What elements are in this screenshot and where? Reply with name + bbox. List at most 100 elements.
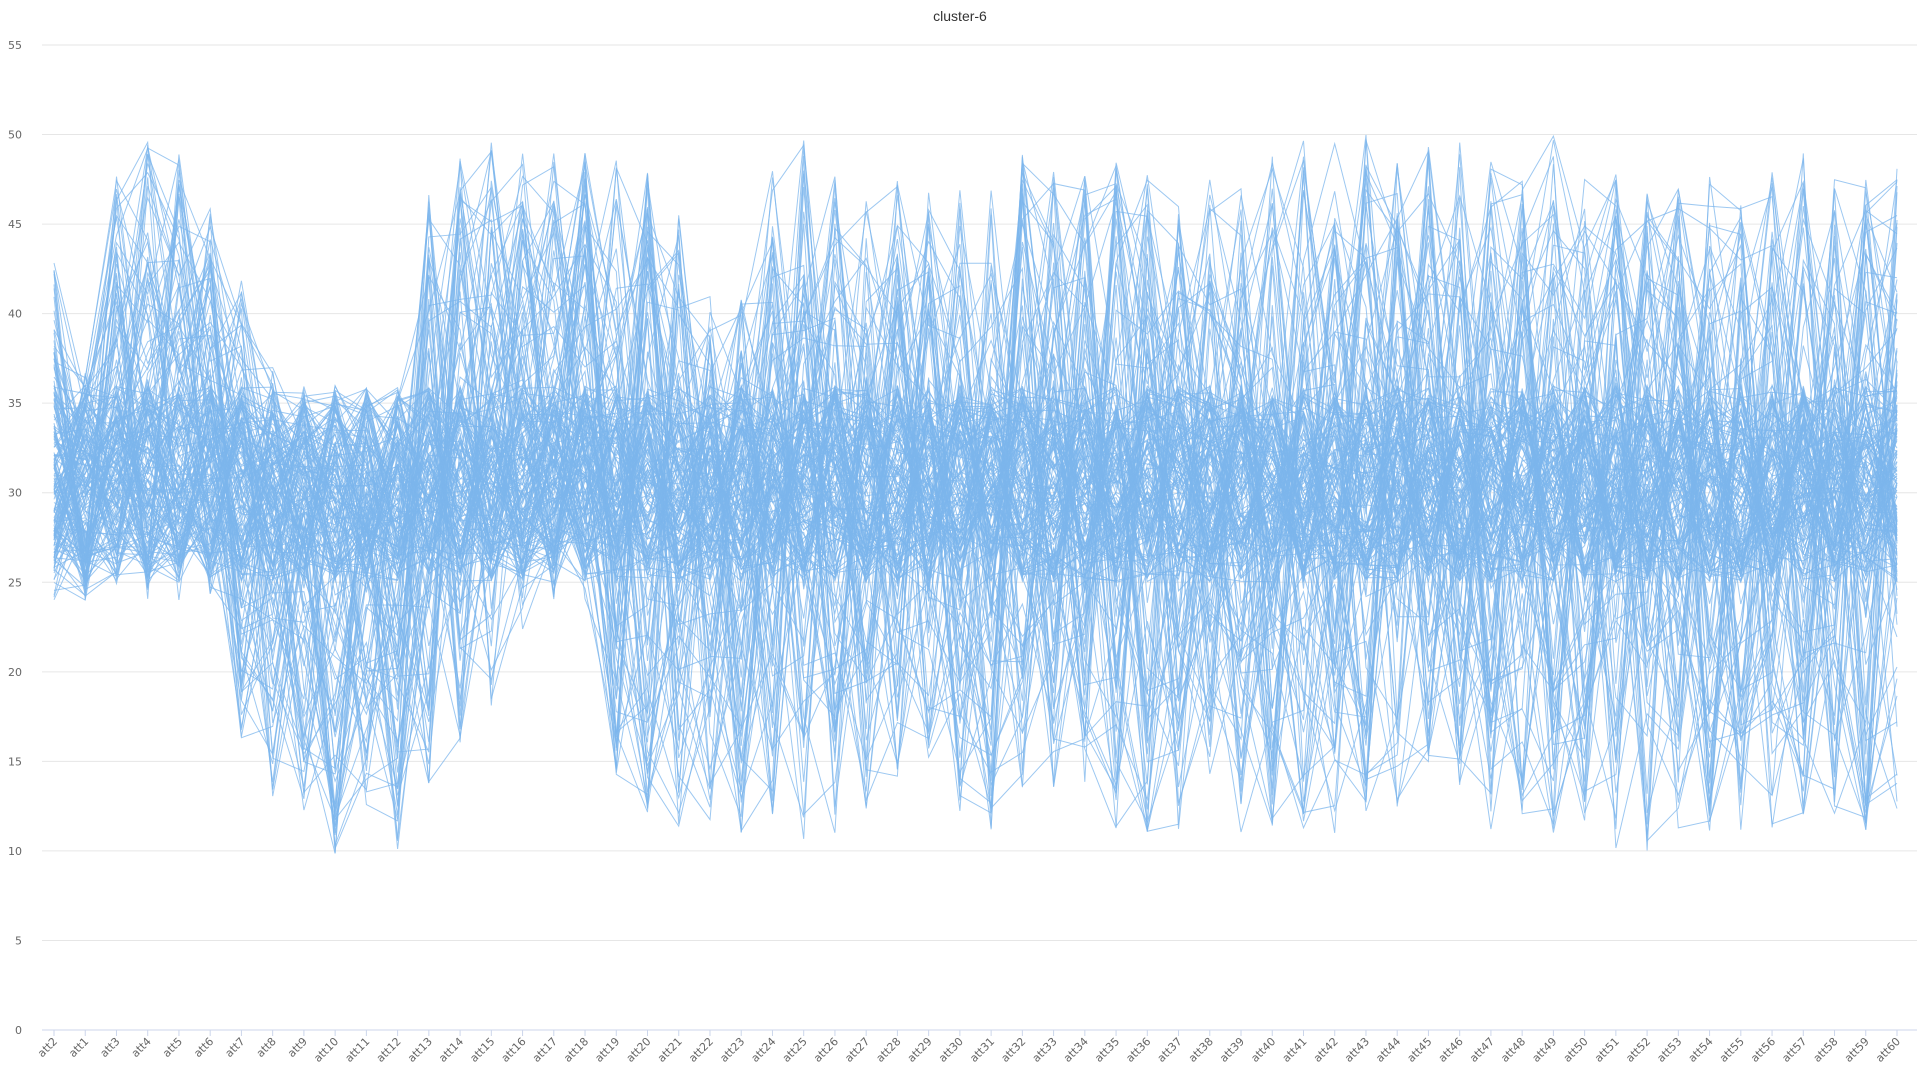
x-tick-label: att54 — [1686, 1035, 1716, 1065]
y-tick-label: 30 — [8, 487, 22, 500]
series-line — [53, 194, 1898, 830]
series-line — [53, 169, 1898, 829]
y-tick-label: 40 — [8, 308, 22, 321]
series-line — [53, 383, 1898, 577]
series-line — [53, 144, 1898, 800]
y-tick-label: 45 — [8, 218, 22, 231]
y-tick-label: 50 — [8, 129, 22, 142]
series-line — [53, 384, 1898, 582]
x-tick-label: att13 — [405, 1035, 435, 1065]
x-tick-label: att21 — [655, 1035, 685, 1065]
series-line — [53, 388, 1898, 582]
series-line — [53, 384, 1898, 581]
x-tick-label: att31 — [967, 1035, 997, 1065]
x-tick-label: att28 — [874, 1035, 904, 1065]
x-tick-label: att42 — [1311, 1035, 1341, 1065]
x-tick-label: att12 — [374, 1035, 404, 1065]
y-tick-label: 55 — [8, 39, 22, 52]
x-tick-label: att5 — [160, 1035, 185, 1060]
chart-title: cluster-6 — [933, 8, 987, 24]
x-tick-label: att45 — [1405, 1035, 1435, 1065]
y-tick-label: 35 — [8, 397, 22, 410]
series-line — [53, 178, 1898, 828]
x-tick-label: att20 — [624, 1035, 654, 1065]
x-tick-label: att14 — [436, 1035, 466, 1065]
x-tick-label: att7 — [223, 1035, 248, 1060]
series-line — [53, 153, 1898, 778]
series-line — [53, 386, 1898, 584]
series-line — [53, 387, 1898, 580]
x-tick-label: att29 — [905, 1035, 935, 1065]
x-tick-label: att40 — [1248, 1035, 1278, 1065]
x-tick-label: att1 — [66, 1035, 91, 1060]
x-tick-label: att3 — [98, 1035, 123, 1060]
x-tick-label: att44 — [1373, 1035, 1403, 1065]
series-line — [53, 154, 1898, 819]
series-line — [53, 140, 1898, 849]
series-line — [53, 386, 1898, 577]
x-tick-label: att50 — [1561, 1035, 1591, 1065]
x-tick-label: att27 — [842, 1035, 872, 1065]
y-tick-label: 5 — [15, 934, 22, 947]
x-tick-label: att51 — [1592, 1035, 1622, 1065]
x-tick-label: att48 — [1498, 1035, 1528, 1065]
x-tick-label: att10 — [311, 1035, 341, 1065]
series-line — [53, 149, 1898, 809]
x-tick-label: att4 — [129, 1035, 154, 1060]
x-tick-label: att8 — [254, 1035, 279, 1060]
x-tick-label: att22 — [686, 1035, 716, 1065]
x-tick-label: att35 — [1092, 1035, 1122, 1065]
x-tick-label: att16 — [499, 1035, 529, 1065]
series-line — [53, 385, 1898, 578]
x-tick-label: att59 — [1842, 1035, 1872, 1065]
series-line — [53, 385, 1898, 582]
x-tick-label: att23 — [717, 1035, 747, 1065]
series-lines — [53, 134, 1898, 854]
series-line — [53, 386, 1898, 585]
series-line — [53, 391, 1898, 580]
series-line — [53, 385, 1898, 575]
series-line — [53, 172, 1898, 833]
x-tick-label: att41 — [1280, 1035, 1310, 1065]
x-tick-label: att37 — [1155, 1035, 1185, 1065]
x-tick-label: att53 — [1654, 1035, 1684, 1065]
x-tick-label: att58 — [1811, 1035, 1841, 1065]
series-line — [53, 194, 1898, 830]
x-tick-label: att19 — [592, 1035, 622, 1065]
x-tick-label: att17 — [530, 1035, 560, 1065]
series-line — [53, 160, 1898, 825]
series-line — [53, 140, 1898, 849]
series-line — [53, 213, 1898, 826]
x-tick-label: att55 — [1717, 1035, 1747, 1065]
series-line — [53, 163, 1898, 762]
x-tick-label: att36 — [1123, 1035, 1153, 1065]
series-line — [53, 143, 1898, 823]
x-tick-label: att60 — [1873, 1035, 1903, 1065]
series-line — [53, 385, 1898, 583]
x-tick-label: att11 — [343, 1035, 373, 1065]
series-line — [53, 176, 1898, 803]
x-tick-label: att56 — [1748, 1035, 1778, 1065]
x-tick-label: att57 — [1779, 1035, 1809, 1065]
x-tick-label: att15 — [467, 1035, 497, 1065]
x-tick-label: att9 — [285, 1035, 310, 1060]
x-tick-label: att38 — [1186, 1035, 1216, 1065]
series-line — [53, 388, 1898, 581]
y-tick-label: 20 — [8, 666, 22, 679]
series-line — [53, 384, 1898, 581]
series-line — [53, 393, 1898, 581]
x-tick-label: att24 — [749, 1035, 779, 1065]
x-tick-label: att25 — [780, 1035, 810, 1065]
x-tick-label: att39 — [1217, 1035, 1247, 1065]
x-tick-label: att18 — [561, 1035, 591, 1065]
x-tick-label: att34 — [1061, 1035, 1091, 1065]
x-tick-label: att26 — [811, 1035, 841, 1065]
series-line — [53, 390, 1898, 583]
x-tick-label: att47 — [1467, 1035, 1497, 1065]
y-tick-label: 15 — [8, 755, 22, 768]
series-line — [53, 183, 1898, 830]
series-line — [53, 189, 1898, 800]
series-line — [53, 390, 1898, 582]
